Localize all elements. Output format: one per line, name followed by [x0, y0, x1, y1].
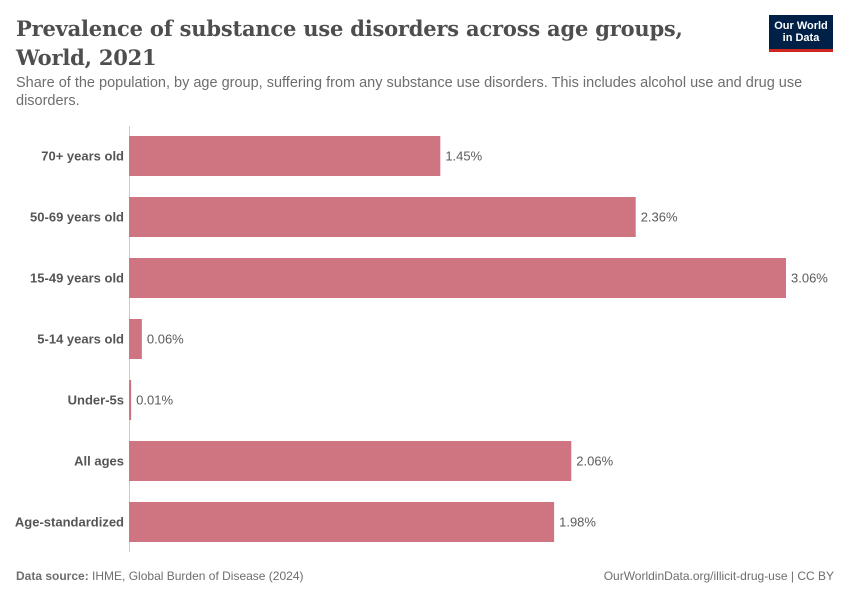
- value-label: 1.45%: [445, 149, 482, 164]
- chart-title: Prevalence of substance use disorders ac…: [16, 16, 683, 70]
- category-label: 15-49 years old: [30, 271, 124, 286]
- category-label: All ages: [74, 454, 124, 469]
- owid-logo[interactable]: Our World in Data: [769, 15, 833, 52]
- chart-subtitle: Share of the population, by age group, s…: [16, 75, 803, 109]
- bar[interactable]: [129, 319, 142, 359]
- category-label: 70+ years old: [41, 149, 124, 164]
- bar[interactable]: [129, 197, 636, 237]
- value-label: 0.06%: [147, 332, 184, 347]
- category-label: Age-standardized: [15, 515, 124, 530]
- bar[interactable]: [129, 258, 786, 298]
- category-label: Under-5s: [68, 393, 124, 408]
- data-source-text[interactable]: IHME, Global Burden of Disease (2024): [92, 569, 304, 583]
- bar[interactable]: [129, 502, 555, 542]
- logo-line-1: Our World: [774, 20, 828, 32]
- value-label: 3.06%: [791, 271, 828, 286]
- bar[interactable]: [129, 380, 132, 420]
- category-label: 50-69 years old: [30, 210, 124, 225]
- value-label: 0.01%: [136, 393, 173, 408]
- bar[interactable]: [129, 136, 441, 176]
- logo-line-2: in Data: [782, 32, 820, 44]
- category-label: 5-14 years old: [37, 332, 124, 347]
- footer-link[interactable]: OurWorldinData.org/illicit-drug-use | CC…: [603, 569, 834, 583]
- value-label: 2.06%: [576, 454, 613, 469]
- data-source: Data source: IHME, Global Burden of Dise…: [16, 569, 303, 583]
- bar[interactable]: [129, 441, 572, 481]
- value-label: 1.98%: [559, 515, 596, 530]
- value-label: 2.36%: [641, 210, 678, 225]
- data-source-label: Data source:: [16, 569, 89, 583]
